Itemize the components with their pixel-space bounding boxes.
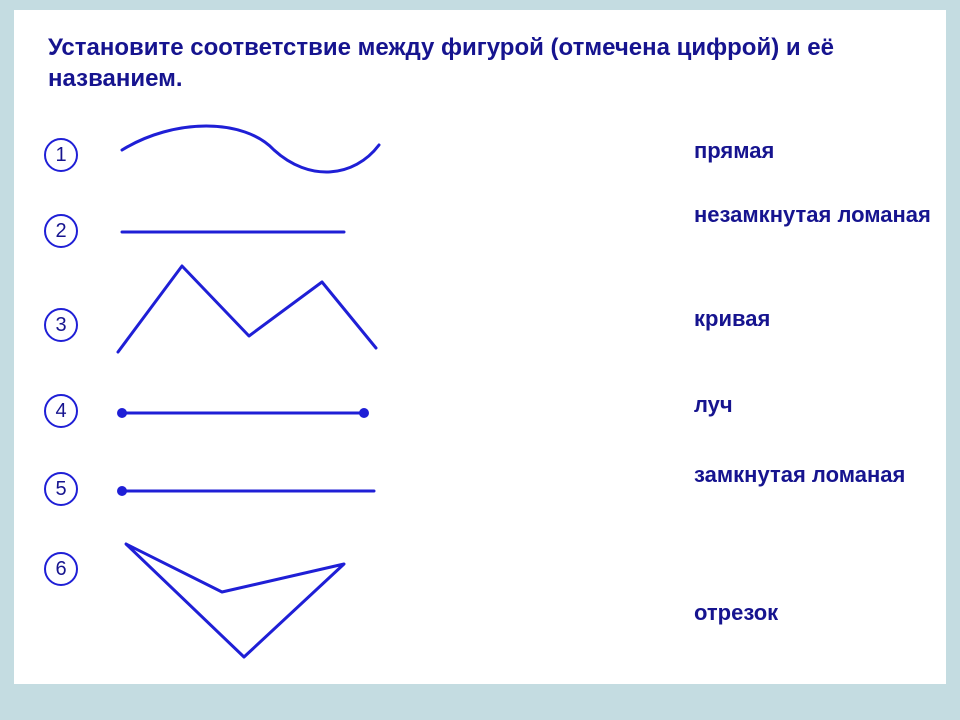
content-panel: Установите соответствие между фигурой (о… <box>14 10 946 684</box>
answer-label-1: незамкнутая ломаная <box>694 202 931 228</box>
figure-number-3: 3 <box>44 308 78 342</box>
figure-number-2: 2 <box>44 214 78 248</box>
answer-label-2: кривая <box>694 306 770 332</box>
figure-number-1: 1 <box>44 138 78 172</box>
answer-label-5: отрезок <box>694 600 778 626</box>
figure-straight-2 <box>114 228 384 236</box>
figure-closed-polyline-6 <box>114 532 384 662</box>
answer-label-0: прямая <box>694 138 774 164</box>
figure-polyline-3 <box>114 260 384 360</box>
figure-number-6: 6 <box>44 552 78 586</box>
answer-label-3: луч <box>694 392 733 418</box>
figure-number-5: 5 <box>44 472 78 506</box>
answer-label-4: замкнутая ломаная <box>694 462 905 488</box>
outer-frame: Установите соответствие между фигурой (о… <box>0 0 960 720</box>
page-title: Установите соответствие между фигурой (о… <box>48 32 896 94</box>
figure-segment-4 <box>114 406 384 420</box>
figure-curve-1 <box>114 120 384 170</box>
figure-ray-5 <box>114 484 384 498</box>
figure-number-4: 4 <box>44 394 78 428</box>
